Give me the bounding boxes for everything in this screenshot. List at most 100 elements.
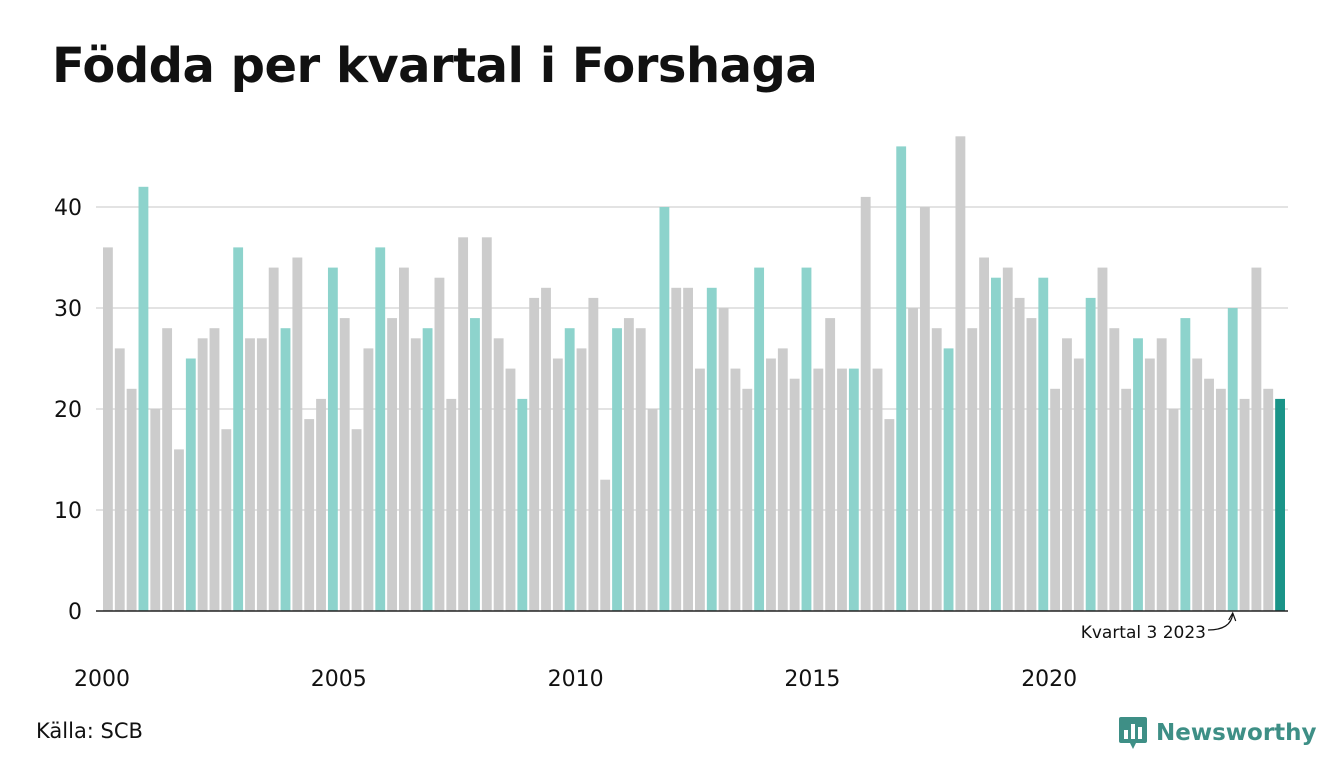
bar [517,398,528,611]
bar [245,338,255,611]
bar [1062,338,1072,611]
brand-name: Newsworthy [1156,720,1317,746]
y-tick-label: 40 [54,196,82,221]
bar [446,398,457,611]
bar [233,247,244,611]
bar [493,338,504,611]
bar [931,328,942,611]
bar [576,348,587,611]
bar [991,277,1001,611]
annotation-label: Kvartal 3 2023 [1081,623,1206,643]
x-tick-label: 2020 [1021,667,1077,692]
bar [1239,398,1250,611]
bar-series [103,136,1285,612]
bar [1085,297,1096,611]
bar [754,267,765,611]
bar [671,287,682,611]
bar [363,348,374,611]
bar [1050,388,1061,611]
bar [967,328,978,611]
bar [1097,267,1108,611]
bar [209,328,220,611]
bar [718,308,729,611]
bar [541,287,551,611]
bar [351,429,362,611]
bar [162,328,173,611]
brand-logo: Newsworthy [1118,713,1317,753]
annotation: Kvartal 3 2023 [1081,611,1237,643]
bar [1263,388,1274,611]
bar [695,368,705,611]
bar [399,267,409,611]
bar [1227,308,1238,611]
bar [1109,328,1120,611]
bar [481,237,492,612]
bar [280,328,291,611]
x-axis-ticks: 2000 2005 2010 2015 2020 [74,667,1077,692]
bar [884,419,895,611]
bar [197,338,208,611]
newsworthy-logo-icon [1119,717,1147,749]
bar [150,409,161,611]
y-axis-ticks: 0 10 20 30 40 [54,196,82,625]
bar [600,479,611,611]
bar [470,318,480,611]
bar [221,429,232,611]
bar [304,419,315,611]
y-tick-label: 0 [68,600,82,625]
bar [896,146,907,611]
x-tick-label: 2000 [74,667,130,692]
bar [848,368,859,611]
bar [683,287,693,611]
bar [979,257,989,611]
bar [1275,398,1285,611]
bar [647,409,658,611]
bar [1156,338,1167,611]
bar [256,338,267,611]
bar [908,308,918,611]
bar [919,207,930,611]
bar [387,318,397,611]
bar [1204,378,1214,611]
bar [801,267,812,611]
x-tick-label: 2015 [784,667,840,692]
bar [410,338,421,611]
bar [659,207,670,611]
bar [339,318,350,611]
x-tick-label: 2005 [311,667,367,692]
bar [789,378,800,611]
bar [623,318,634,611]
y-tick-label: 30 [54,297,82,322]
annotation-arrowhead [1228,611,1237,622]
annotation-arrow [1207,613,1234,631]
bar [766,358,776,611]
x-tick-label: 2010 [548,667,604,692]
bar [730,368,741,611]
bar [943,348,954,611]
bar [185,358,196,611]
bar [742,388,753,611]
bar [777,348,788,611]
bar [813,368,824,611]
bar [103,247,113,611]
bar [825,318,836,611]
bar [1133,338,1143,611]
bar [292,257,303,611]
bar [612,328,622,611]
bar [552,358,563,611]
y-tick-label: 10 [54,499,82,524]
bar [422,328,433,611]
bar [1026,318,1037,611]
bar [458,237,469,612]
bar [174,449,184,611]
bar [529,297,540,611]
bar [837,368,847,611]
chart-title: Födda per kvartal i Forshaga [52,38,818,94]
bar [872,368,883,611]
bar [1002,267,1013,611]
bar [126,388,137,611]
bar [588,297,599,611]
bar [375,247,386,611]
bar [138,186,149,612]
